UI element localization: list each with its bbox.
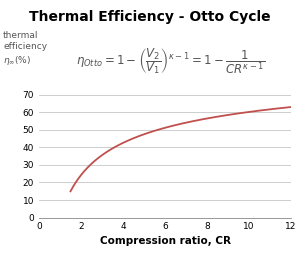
X-axis label: Compression ratio, CR: Compression ratio, CR — [100, 236, 230, 246]
Text: thermal
efficiency
$\eta_{\infty}$(%): thermal efficiency $\eta_{\infty}$(%) — [3, 31, 47, 67]
Text: Thermal Efficiency - Otto Cycle: Thermal Efficiency - Otto Cycle — [29, 10, 271, 24]
Text: $\eta_{Otto} = 1 - \left(\dfrac{V_2}{V_1}\right)^{\kappa-1}= 1 - \dfrac{1}{CR^{\: $\eta_{Otto} = 1 - \left(\dfrac{V_2}{V_1… — [76, 46, 266, 77]
